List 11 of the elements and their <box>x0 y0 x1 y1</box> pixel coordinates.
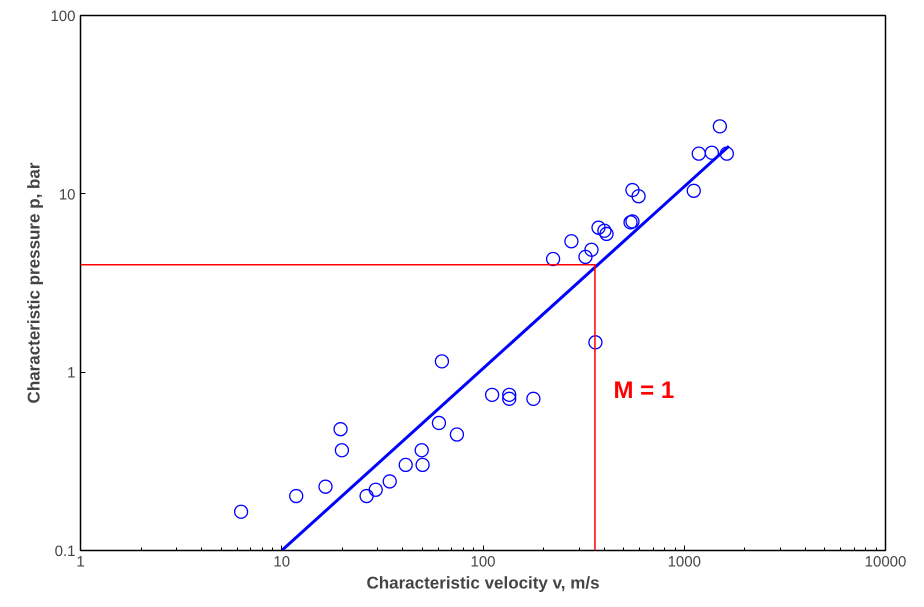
y-axis-title: Characteristic pressure p, bar <box>24 162 44 404</box>
x-tick-label: 100 <box>470 554 496 570</box>
annotation: M = 1 <box>614 377 674 404</box>
y-tick-label: 1 <box>67 364 76 382</box>
x-axis-title: Characteristic velocity v, m/s <box>366 574 600 592</box>
y-tick-label: 0.1 <box>54 543 76 560</box>
x-tick-label: 1000 <box>668 554 701 570</box>
x-tick-label: 10 <box>273 554 290 570</box>
y-tick-label: 10 <box>58 186 76 204</box>
y-tick-label: 100 <box>50 8 76 25</box>
x-tick-label: 10000 <box>864 554 906 570</box>
